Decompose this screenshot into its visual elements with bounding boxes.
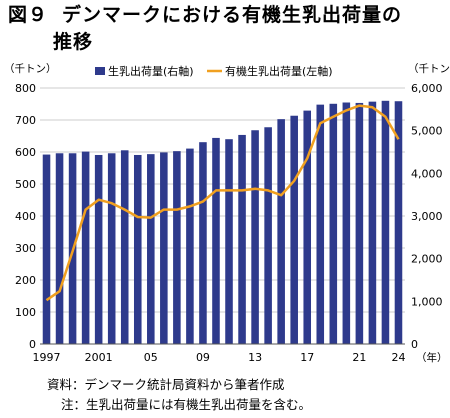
legend-bar-label: 生乳出荷量(右軸) bbox=[108, 64, 194, 78]
left-tick-label: 800 bbox=[15, 82, 36, 95]
bar-2003 bbox=[120, 150, 129, 344]
right-tick-label: 3,000 bbox=[411, 210, 443, 223]
left-tick-label: 400 bbox=[15, 210, 36, 223]
bar-1997 bbox=[42, 154, 51, 344]
legend-line-label: 有機生乳出荷量(左軸) bbox=[225, 64, 333, 78]
bar-2005 bbox=[147, 154, 155, 344]
x-tick-label: 2001 bbox=[85, 351, 113, 364]
right-tick-label: 1,000 bbox=[411, 295, 443, 308]
x-tick-label: 24 bbox=[391, 351, 405, 364]
bar-2012 bbox=[238, 134, 246, 344]
bar-2000 bbox=[81, 151, 90, 344]
bar-2006 bbox=[160, 152, 168, 344]
bar-2002 bbox=[107, 153, 116, 344]
legend: 生乳出荷量(右軸) 有機生乳出荷量(左軸) bbox=[95, 64, 333, 78]
left-tick-label: 500 bbox=[15, 178, 36, 191]
right-axis-unit: （千トン） bbox=[408, 63, 450, 75]
left-tick-label: 700 bbox=[15, 114, 36, 127]
bar-2021 bbox=[355, 102, 364, 344]
bar-2019 bbox=[329, 103, 338, 344]
bar-2008 bbox=[186, 148, 194, 344]
figure-title-line1: デンマークにおける有機生乳出荷量の bbox=[62, 4, 403, 26]
x-axis-unit: （年） bbox=[416, 351, 448, 364]
bar-2020 bbox=[342, 102, 351, 344]
bar-2011 bbox=[225, 139, 233, 344]
left-tick-label: 600 bbox=[15, 146, 36, 159]
figure-title: 図９ デンマークにおける有機生乳出荷量の 推移 bbox=[8, 2, 444, 56]
bar-2016 bbox=[290, 115, 298, 344]
left-tick-label: 100 bbox=[15, 306, 36, 319]
source-note: 資料：デンマーク統計局資料から筆者作成 bbox=[47, 377, 285, 392]
figure-notes: 資料：デンマーク統計局資料から筆者作成 注：生乳出荷量には有機生乳出荷量を含む。 bbox=[47, 375, 311, 415]
bar-2022 bbox=[368, 101, 377, 344]
bar-2001 bbox=[94, 154, 103, 344]
x-tick-label: 1997 bbox=[33, 351, 61, 364]
axes: 0 100 200 300 400 500 600 700 800 0 1,000 2,000 3,00… bbox=[4, 63, 450, 364]
bar-2007 bbox=[173, 151, 181, 344]
right-tick-label: 6,000 bbox=[411, 82, 443, 95]
bar-2014 bbox=[264, 127, 272, 345]
bar-2023 bbox=[381, 100, 390, 344]
bar-2024 bbox=[394, 101, 403, 344]
x-tick-label: 05 bbox=[144, 351, 158, 364]
bar-series bbox=[42, 100, 403, 345]
x-tick-label: 13 bbox=[248, 351, 262, 364]
bar-2017 bbox=[303, 110, 312, 344]
x-tick-label: 21 bbox=[352, 351, 366, 364]
left-tick-label: 200 bbox=[15, 274, 36, 287]
line-series-organic-milk bbox=[45, 104, 400, 302]
figure-title-line2: 推移 bbox=[53, 31, 94, 53]
figure-number: 図９ bbox=[8, 4, 49, 26]
right-tick-label: 0 bbox=[411, 338, 418, 351]
bar-1998 bbox=[55, 153, 64, 344]
left-tick-label: 0 bbox=[29, 338, 36, 351]
bar-2015 bbox=[277, 119, 285, 344]
bar-2009 bbox=[199, 142, 207, 344]
footnote: 注：生乳出荷量には有機生乳出荷量を含む。 bbox=[61, 397, 312, 412]
right-tick-label: 4,000 bbox=[411, 167, 443, 180]
x-tick-label: 09 bbox=[196, 351, 210, 364]
bar-2018 bbox=[316, 104, 325, 344]
bar-2004 bbox=[133, 154, 142, 344]
left-tick-label: 300 bbox=[15, 242, 36, 255]
x-tick-label: 17 bbox=[300, 351, 314, 364]
gridlines bbox=[40, 87, 405, 313]
bar-2010 bbox=[212, 137, 220, 344]
legend-bar-swatch bbox=[95, 67, 105, 75]
right-tick-label: 5,000 bbox=[411, 125, 443, 138]
right-tick-label: 2,000 bbox=[411, 253, 443, 266]
left-axis-unit: （千トン） bbox=[4, 63, 57, 75]
bar-2013 bbox=[251, 130, 259, 344]
